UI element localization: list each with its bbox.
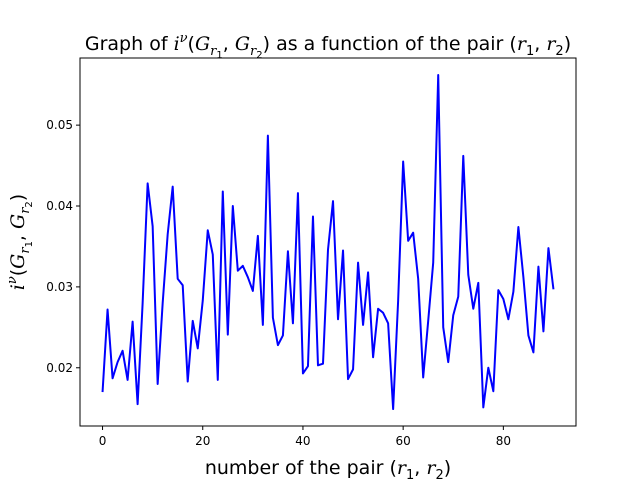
- x-tick-label: 20: [195, 434, 210, 448]
- y-axis-ticks: 0.02 0.03 0.04 0.05: [46, 118, 80, 375]
- x-axis-ticks: 0 20 40 60 80: [99, 426, 511, 448]
- y-axis-label: iν(Gr1, Gr2): [5, 194, 35, 290]
- chart-title: Graph of iν(Gr1, Gr2) as a function of t…: [85, 31, 571, 61]
- x-tick-label: 0: [99, 434, 107, 448]
- series-line: [101, 73, 555, 411]
- plot-area: [101, 73, 555, 411]
- x-tick-label: 60: [396, 434, 411, 448]
- x-tick-label: 80: [496, 434, 511, 448]
- y-tick-label: 0.05: [46, 118, 73, 132]
- axes-frame: [79, 57, 577, 427]
- x-axis-label: number of the pair (r1, r2): [205, 457, 451, 480]
- y-tick-label: 0.03: [46, 280, 73, 294]
- y-tick-label: 0.04: [46, 199, 73, 213]
- x-tick-label: 40: [295, 434, 310, 448]
- y-tick-label: 0.02: [46, 361, 73, 375]
